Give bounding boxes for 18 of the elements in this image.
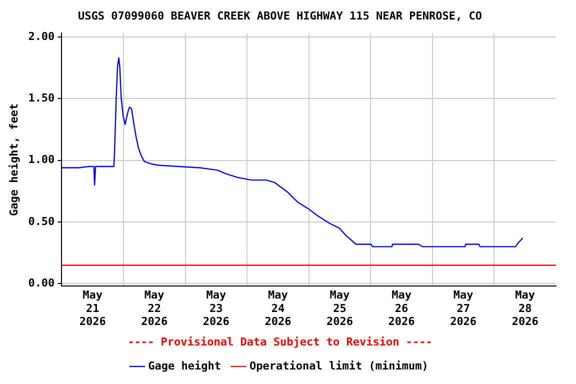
legend-label: Operational limit (minimum) — [250, 359, 428, 372]
y-axis-title: Gage height, feet — [7, 103, 20, 216]
y-tick-label: 0.00 — [28, 276, 55, 290]
x-tick-label: May 22 2026 — [141, 288, 168, 328]
chart-title: USGS 07099060 BEAVER CREEK ABOVE HIGHWAY 115 NEAR PENROSE, CO — [78, 9, 482, 22]
x-tick-label: May 21 2026 — [79, 288, 106, 328]
x-tick-label: May 28 2026 — [512, 288, 539, 328]
x-tick-label: May 26 2026 — [388, 288, 416, 328]
x-tick-label: May 23 2026 — [202, 288, 230, 328]
y-tick-label: 1.50 — [28, 91, 55, 104]
y-tick-label: 2.00 — [28, 30, 55, 43]
x-tick-label: May 24 2026 — [264, 288, 292, 328]
y-tick-label: 0.50 — [28, 214, 55, 228]
legend-label: Gage height — [148, 359, 222, 372]
x-tick-label: May 25 2026 — [326, 288, 354, 328]
y-tick-label: 1.00 — [28, 153, 55, 166]
text: ---- Provisional Data Subject to Revision ---- — [128, 335, 432, 348]
x-tick-label: May 27 2026 — [450, 288, 477, 328]
